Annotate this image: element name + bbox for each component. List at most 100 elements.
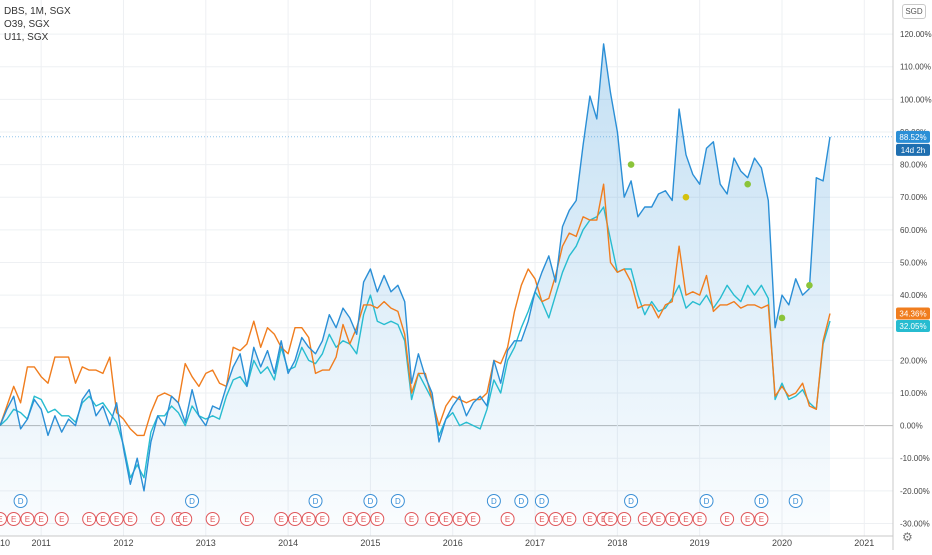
dividend-marker-label: D — [368, 497, 374, 506]
earnings-marker[interactable]: E — [466, 512, 481, 526]
dividend-marker[interactable]: D — [486, 494, 501, 508]
earnings-marker[interactable]: E — [342, 512, 357, 526]
event-markers: D D D D D D D D D D D DE E E E E E E E E E E E E E E E E E E E E E E E E E E E… — [0, 494, 803, 526]
dividend-marker-circle — [754, 494, 769, 508]
earnings-marker[interactable]: E — [54, 512, 69, 526]
dividend-marker-label: D — [518, 497, 524, 506]
earnings-marker[interactable]: E — [20, 512, 35, 526]
earnings-marker[interactable]: E — [603, 512, 618, 526]
y-tick-label: 20.00% — [900, 356, 927, 365]
dividend-marker-label: D — [539, 497, 545, 506]
earnings-marker[interactable]: E — [0, 512, 7, 526]
earnings-marker-circle — [534, 512, 549, 526]
earnings-marker-label: E — [683, 515, 688, 524]
earnings-marker[interactable]: E — [562, 512, 577, 526]
gear-icon[interactable]: ⚙ — [902, 530, 913, 544]
earnings-marker[interactable]: E — [665, 512, 680, 526]
earnings-marker[interactable]: E — [315, 512, 330, 526]
earnings-marker-label: E — [745, 515, 750, 524]
currency-button[interactable]: SGD — [902, 4, 926, 19]
earnings-marker[interactable]: E — [548, 512, 563, 526]
dividend-marker-label: D — [793, 497, 799, 506]
dbs-last-label: 88.52% — [899, 133, 926, 142]
earnings-marker-label: E — [128, 515, 133, 524]
dbs-area — [0, 43, 830, 537]
earnings-marker-circle — [665, 512, 680, 526]
earnings-marker[interactable]: E — [404, 512, 419, 526]
earnings-marker-label: E — [587, 515, 592, 524]
earnings-marker[interactable]: E — [95, 512, 110, 526]
earnings-marker[interactable]: E — [239, 512, 254, 526]
dividend-marker[interactable]: D — [185, 494, 200, 508]
earnings-marker[interactable]: E — [178, 512, 193, 526]
earnings-marker-circle — [425, 512, 440, 526]
legend-dbs[interactable]: DBS, 1M, SGX — [4, 6, 71, 17]
dividend-marker[interactable]: D — [13, 494, 28, 508]
earnings-marker[interactable]: E — [720, 512, 735, 526]
earnings-marker-circle — [342, 512, 357, 526]
earnings-marker[interactable]: E — [82, 512, 97, 526]
earnings-marker[interactable]: E — [452, 512, 467, 526]
earnings-marker-circle — [740, 512, 755, 526]
price-labels: 88.52% 14d 2h 34.36% 32.05% — [896, 130, 930, 333]
x-tick-label: 2019 — [690, 538, 710, 548]
earnings-marker[interactable]: E — [123, 512, 138, 526]
earnings-marker[interactable]: E — [534, 512, 549, 526]
dividend-marker[interactable]: D — [754, 494, 769, 508]
earnings-marker[interactable]: E — [205, 512, 220, 526]
earnings-marker-label: E — [539, 515, 544, 524]
legend-u11[interactable]: U11, SGX — [4, 32, 49, 43]
earnings-marker[interactable]: E — [678, 512, 693, 526]
dividend-marker-circle — [486, 494, 501, 508]
earnings-marker-circle — [452, 512, 467, 526]
earnings-marker[interactable]: E — [274, 512, 289, 526]
series-lines — [0, 43, 893, 492]
earnings-marker[interactable]: E — [692, 512, 707, 526]
earnings-marker-label: E — [567, 515, 572, 524]
earnings-marker[interactable]: E — [287, 512, 302, 526]
dividend-marker[interactable]: D — [390, 494, 405, 508]
signal-dot — [682, 193, 690, 201]
earnings-marker[interactable]: E — [6, 512, 21, 526]
y-tick-label: 70.00% — [900, 193, 927, 202]
x-tick-label: 2013 — [196, 538, 216, 548]
earnings-marker[interactable]: E — [582, 512, 597, 526]
earnings-marker[interactable]: E — [651, 512, 666, 526]
earnings-marker-circle — [582, 512, 597, 526]
dividend-marker-label: D — [18, 497, 24, 506]
earnings-marker[interactable]: E — [617, 512, 632, 526]
earnings-marker[interactable]: E — [109, 512, 124, 526]
earnings-marker[interactable]: E — [356, 512, 371, 526]
dividend-marker[interactable]: D — [788, 494, 803, 508]
earnings-marker-circle — [178, 512, 193, 526]
legend-o39[interactable]: O39, SGX — [4, 19, 50, 30]
earnings-marker[interactable]: E — [301, 512, 316, 526]
earnings-marker[interactable]: E — [637, 512, 652, 526]
legend: DBS, 1M, SGX O39, SGX U11, SGX — [4, 5, 71, 44]
earnings-marker-circle — [548, 512, 563, 526]
dividend-marker[interactable]: D — [534, 494, 549, 508]
earnings-marker-label: E — [292, 515, 297, 524]
earnings-marker-label: E — [505, 515, 510, 524]
dividend-marker[interactable]: D — [308, 494, 323, 508]
dividend-marker[interactable]: D — [514, 494, 529, 508]
dividend-marker-circle — [390, 494, 405, 508]
dividend-marker[interactable]: D — [624, 494, 639, 508]
earnings-marker[interactable]: E — [438, 512, 453, 526]
earnings-marker[interactable]: E — [370, 512, 385, 526]
y-tick-label: 0.00% — [900, 422, 923, 431]
earnings-marker[interactable]: E — [740, 512, 755, 526]
earnings-marker[interactable]: E — [425, 512, 440, 526]
earnings-marker[interactable]: E — [34, 512, 49, 526]
earnings-marker[interactable]: E — [150, 512, 165, 526]
dividend-marker-circle — [514, 494, 529, 508]
earnings-marker[interactable]: E — [500, 512, 515, 526]
earnings-marker-circle — [0, 512, 7, 526]
dividend-marker[interactable]: D — [699, 494, 714, 508]
earnings-marker-circle — [287, 512, 302, 526]
earnings-marker-label: E — [87, 515, 92, 524]
earnings-marker-circle — [562, 512, 577, 526]
earnings-marker[interactable]: E — [754, 512, 769, 526]
dividend-marker[interactable]: D — [363, 494, 378, 508]
